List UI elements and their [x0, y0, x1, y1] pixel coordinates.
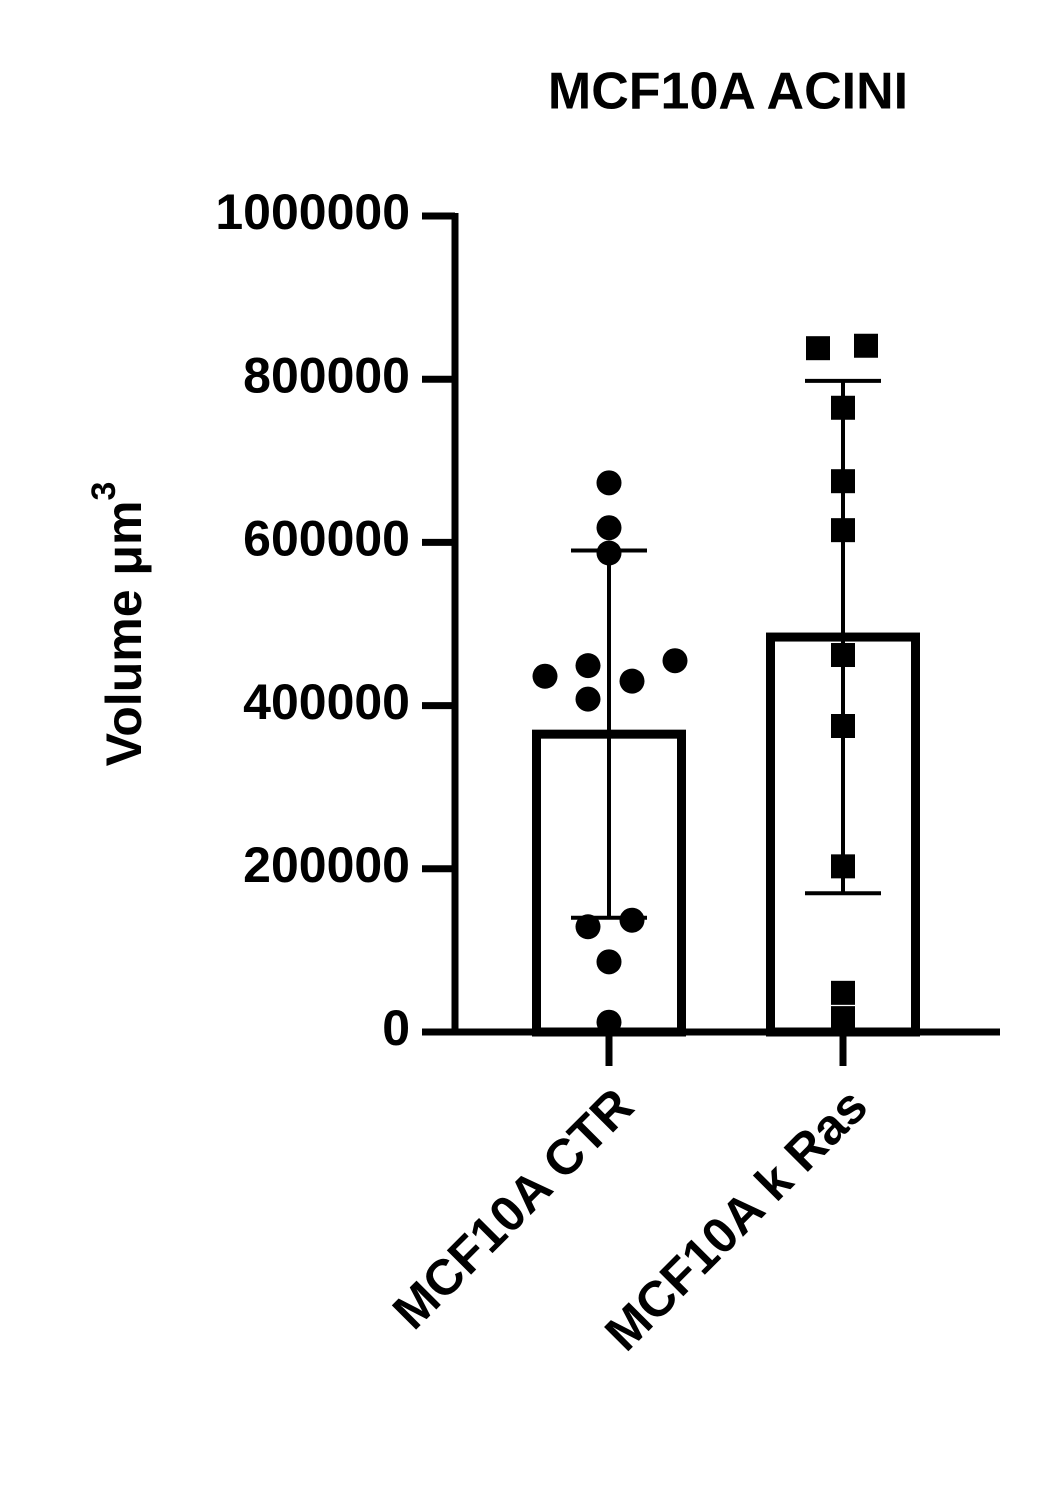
y-tick-label: 400000	[243, 674, 410, 730]
data-point	[831, 643, 855, 668]
data-point	[619, 907, 645, 933]
y-label-text: Volume μm	[96, 501, 152, 767]
chart-title: MCF10A ACINI	[548, 63, 908, 121]
data-point	[596, 515, 622, 541]
y-tick-label: 800000	[243, 347, 410, 403]
y-tick-label: 600000	[243, 511, 410, 567]
data-point	[831, 518, 855, 543]
data-point	[806, 336, 830, 361]
data-point	[596, 540, 622, 566]
data-point	[831, 714, 855, 738]
data-point	[575, 653, 601, 679]
data-point	[831, 854, 855, 879]
data-point	[831, 469, 855, 494]
data-point	[854, 333, 878, 358]
data-point	[575, 914, 601, 940]
y-tick-label: 200000	[243, 837, 410, 893]
data-point	[596, 1009, 622, 1035]
data-point	[575, 686, 601, 712]
x-tick-label: MCF10A CTR	[382, 1078, 644, 1340]
data-point	[662, 648, 688, 674]
data-point	[596, 949, 622, 975]
data-point	[831, 395, 855, 420]
y-label-sup: 3	[85, 482, 123, 501]
data-point	[532, 663, 558, 689]
y-axis-label: Volume μm3	[85, 482, 152, 767]
data-point	[831, 980, 855, 1005]
y-tick-label: 1000000	[215, 184, 410, 240]
data-point	[831, 1006, 855, 1031]
data-point	[619, 668, 645, 694]
data-point	[596, 470, 622, 496]
y-tick-label: 0	[382, 1000, 410, 1056]
